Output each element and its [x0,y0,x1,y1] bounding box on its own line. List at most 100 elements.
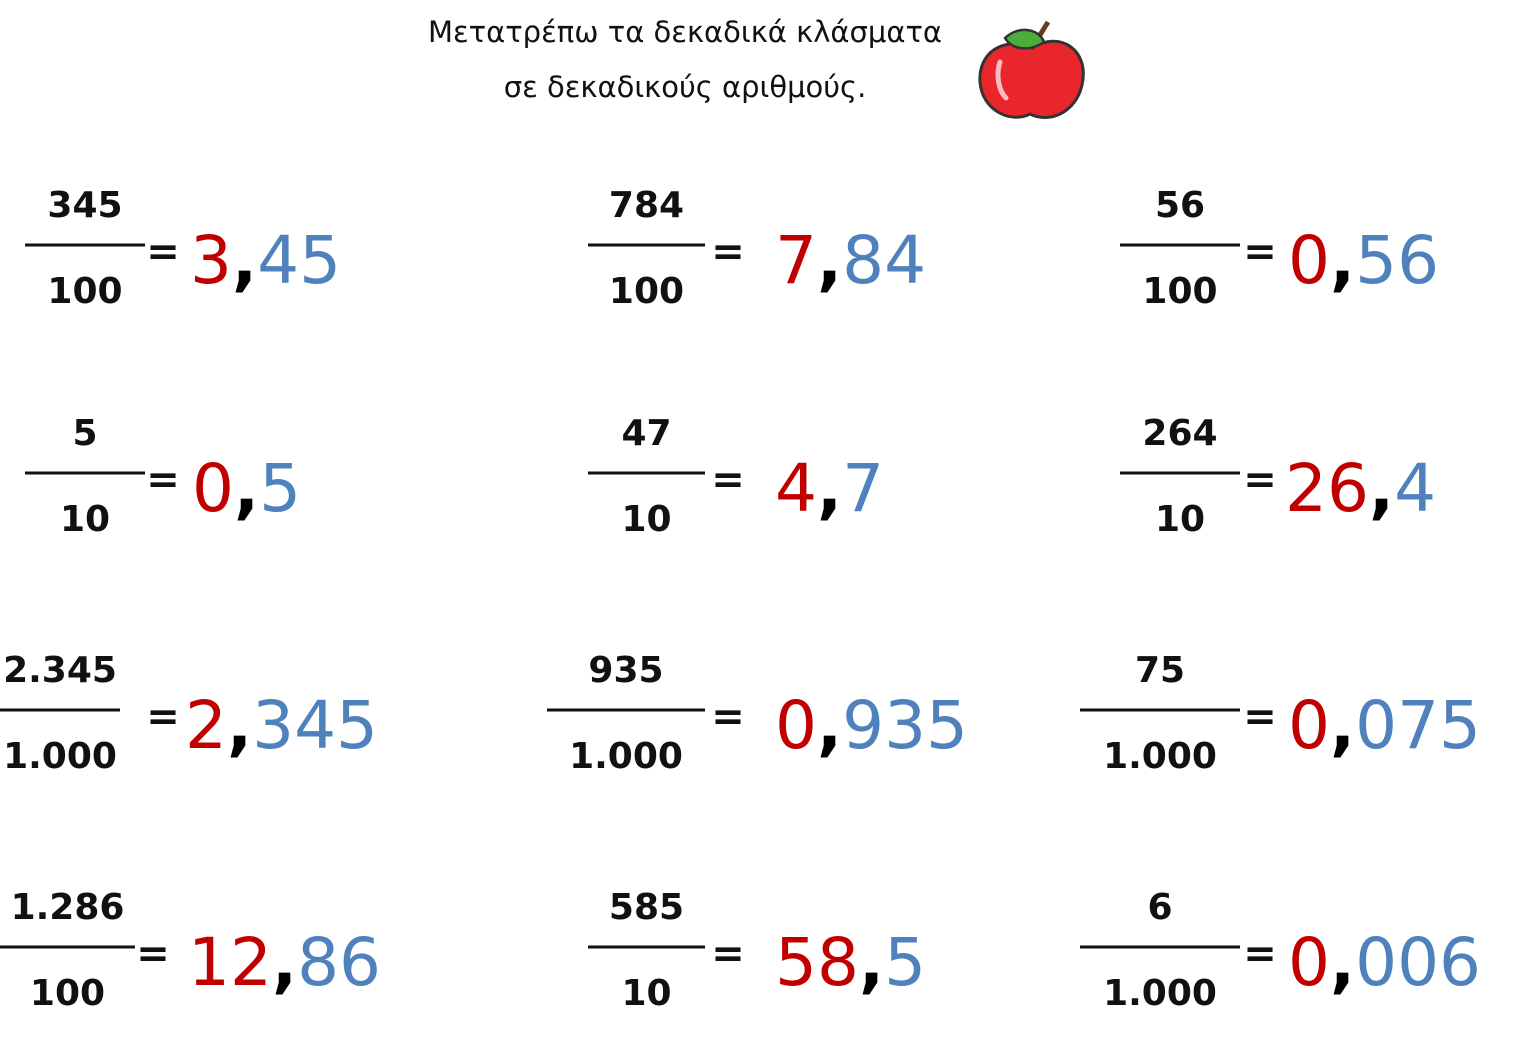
denominator: 100 [47,271,122,312]
equals: = [1243,931,1277,977]
decimal-part: 006 [1355,924,1481,1001]
denominator: 10 [60,499,110,540]
answer: 0,5 [192,450,301,527]
equals: = [146,457,180,503]
numerator: 5 [72,413,97,454]
answer: 4,7 [775,450,884,527]
denominator: 100 [1142,271,1217,312]
decimal-comma: , [859,924,884,1001]
numerator: 47 [621,413,671,454]
integer-part: 26 [1285,450,1369,527]
apple-icon [978,20,1085,119]
answer: 0,075 [1288,687,1481,764]
decimal-part: 5 [884,924,926,1001]
problem: 2.345 1.000 = 2,345 [0,650,378,777]
decimal-comma: , [817,222,842,299]
decimal-comma: , [817,450,842,527]
denominator: 1.000 [1103,736,1217,777]
integer-part: 12 [188,924,272,1001]
equals: = [1243,229,1277,275]
decimal-part: 45 [257,222,341,299]
denominator: 10 [621,499,671,540]
equals: = [1243,457,1277,503]
denominator: 1.000 [569,736,683,777]
answer: 58,5 [775,924,926,1001]
numerator: 2.345 [3,650,117,691]
equals: = [711,931,745,977]
equals: = [711,457,745,503]
decimal-comma: , [227,687,252,764]
integer-part: 3 [190,222,232,299]
denominator: 10 [621,973,671,1014]
numerator: 56 [1155,185,1205,226]
numerator: 1.286 [11,887,125,928]
integer-part: 0 [1288,687,1330,764]
decimal-comma: , [1369,450,1394,527]
equals: = [146,694,180,740]
denominator: 1.000 [1103,973,1217,1014]
decimal-part: 345 [252,687,378,764]
decimal-part: 84 [842,222,926,299]
title-line: σε δεκαδικούς αριθμούς. [504,70,867,104]
equals: = [711,229,745,275]
title-line: Μετατρέπω τα δεκαδικά κλάσματα [428,15,942,49]
answer: 2,345 [185,687,378,764]
answer: 12,86 [188,924,381,1001]
integer-part: 58 [775,924,859,1001]
decimal-comma: , [234,450,259,527]
decimal-part: 075 [1355,687,1481,764]
answer: 3,45 [190,222,341,299]
integer-part: 2 [185,687,227,764]
answer: 7,84 [775,222,926,299]
numerator: 6 [1147,887,1172,928]
decimal-comma: , [1330,222,1355,299]
decimal-part: 86 [297,924,381,1001]
denominator: 100 [30,973,105,1014]
problem: 510= 0,5 [25,413,301,540]
numerator: 585 [609,887,684,928]
equals: = [136,931,170,977]
decimal-comma: , [1330,924,1355,1001]
denominator: 100 [609,271,684,312]
decimal-comma: , [817,687,842,764]
integer-part: 0 [192,450,234,527]
problem: 6 1.000 = 0,006 [1080,887,1481,1014]
answer: 0,56 [1288,222,1439,299]
answer: 26,4 [1285,450,1436,527]
problem: 47 10 = 4,7 [588,413,884,540]
numerator: 784 [609,185,684,226]
decimal-part: 935 [842,687,968,764]
numerator: 264 [1142,413,1217,454]
problem: 75 1.000 = 0,075 [1080,650,1481,777]
decimal-part: 5 [259,450,301,527]
denominator: 1.000 [3,736,117,777]
integer-part: 7 [775,222,817,299]
decimal-comma: , [232,222,257,299]
answer: 0,006 [1288,924,1481,1001]
numerator: 75 [1135,650,1185,691]
decimal-part: 7 [842,450,884,527]
answer: 0,935 [775,687,968,764]
integer-part: 0 [1288,924,1330,1001]
numerator: 935 [588,650,663,691]
equals: = [711,694,745,740]
decimal-part: 4 [1394,450,1436,527]
integer-part: 0 [775,687,817,764]
equals: = [1243,694,1277,740]
decimal-comma: , [272,924,297,1001]
integer-part: 4 [775,450,817,527]
denominator: 10 [1155,499,1205,540]
integer-part: 0 [1288,222,1330,299]
equals: = [146,229,180,275]
problem: 1.286 100 = 12,86 [0,887,381,1014]
numerator: 345 [47,185,122,226]
decimal-part: 56 [1355,222,1439,299]
decimal-comma: , [1330,687,1355,764]
